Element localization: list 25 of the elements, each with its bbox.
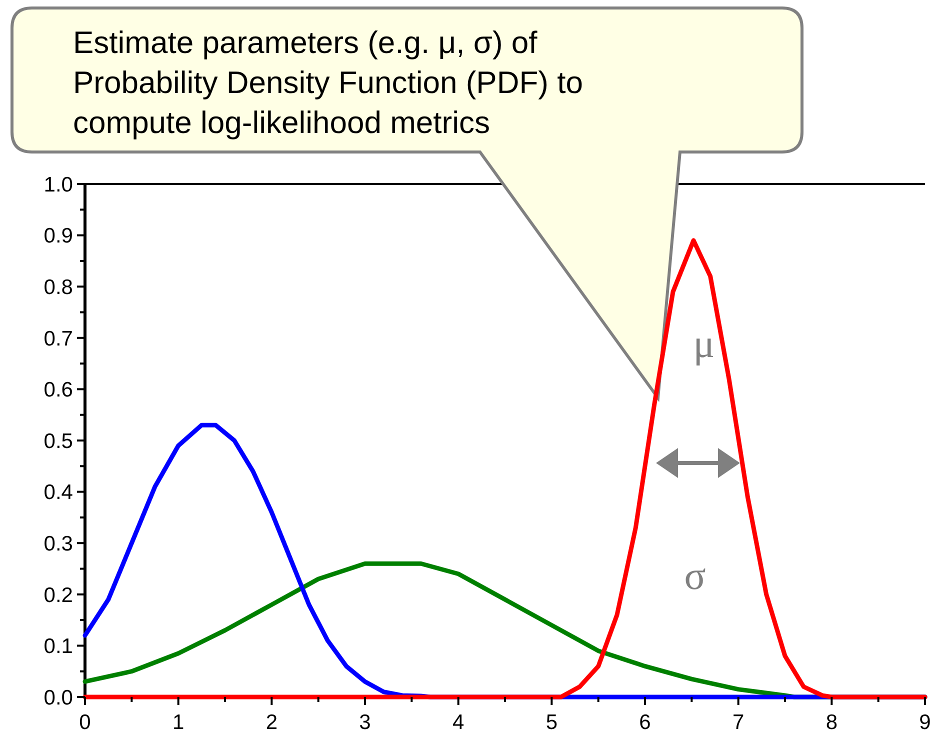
y-tick-label: 0.9 xyxy=(44,224,73,248)
y-tick-label: 0.8 xyxy=(44,276,73,299)
text: Estimate parameters (e.g. μ, σ) of Probability Density Function (PDF) to compute log-likelihood metrics xyxy=(73,25,583,140)
line-series xyxy=(82,238,928,700)
y-tick-label: 0.5 xyxy=(44,430,73,453)
x-tick-label: 2 xyxy=(266,711,278,734)
x-tick-label: 7 xyxy=(732,711,744,734)
annotation: μ xyxy=(693,321,715,366)
x-tick-label: 5 xyxy=(546,711,558,734)
y-tick-label: 0.7 xyxy=(44,327,73,350)
y-tick-label: 0.3 xyxy=(44,532,73,556)
x-tick-label: 4 xyxy=(452,711,464,734)
y-tick-label: 0.1 xyxy=(44,635,73,658)
x-tick-label: 8 xyxy=(826,711,838,734)
y-tick-label: 0.6 xyxy=(44,378,73,402)
y-tick-label: 1.0 xyxy=(44,173,73,196)
x-tick-label: 9 xyxy=(919,711,931,734)
x-tick-label: 0 xyxy=(79,711,91,734)
y-tick-label: 0.2 xyxy=(44,584,73,607)
x-tick-label: 3 xyxy=(359,711,371,734)
x-tick-label: 1 xyxy=(172,711,184,734)
annotation: σ xyxy=(684,553,706,598)
x-tick-label: 6 xyxy=(639,711,651,734)
y-tick-label: 0.4 xyxy=(44,481,74,504)
y-tick-label: 0.0 xyxy=(44,686,73,710)
